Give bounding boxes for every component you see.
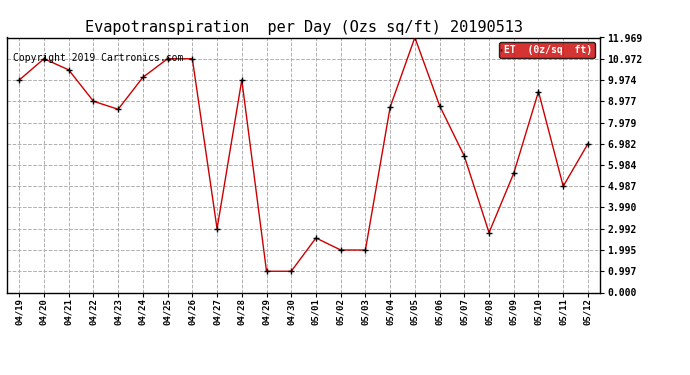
Legend: ET  (0z/sq  ft): ET (0z/sq ft)	[499, 42, 595, 58]
Title: Evapotranspiration  per Day (Ozs sq/ft) 20190513: Evapotranspiration per Day (Ozs sq/ft) 2…	[85, 20, 522, 35]
Text: Copyright 2019 Cartronics.com: Copyright 2019 Cartronics.com	[13, 53, 184, 63]
